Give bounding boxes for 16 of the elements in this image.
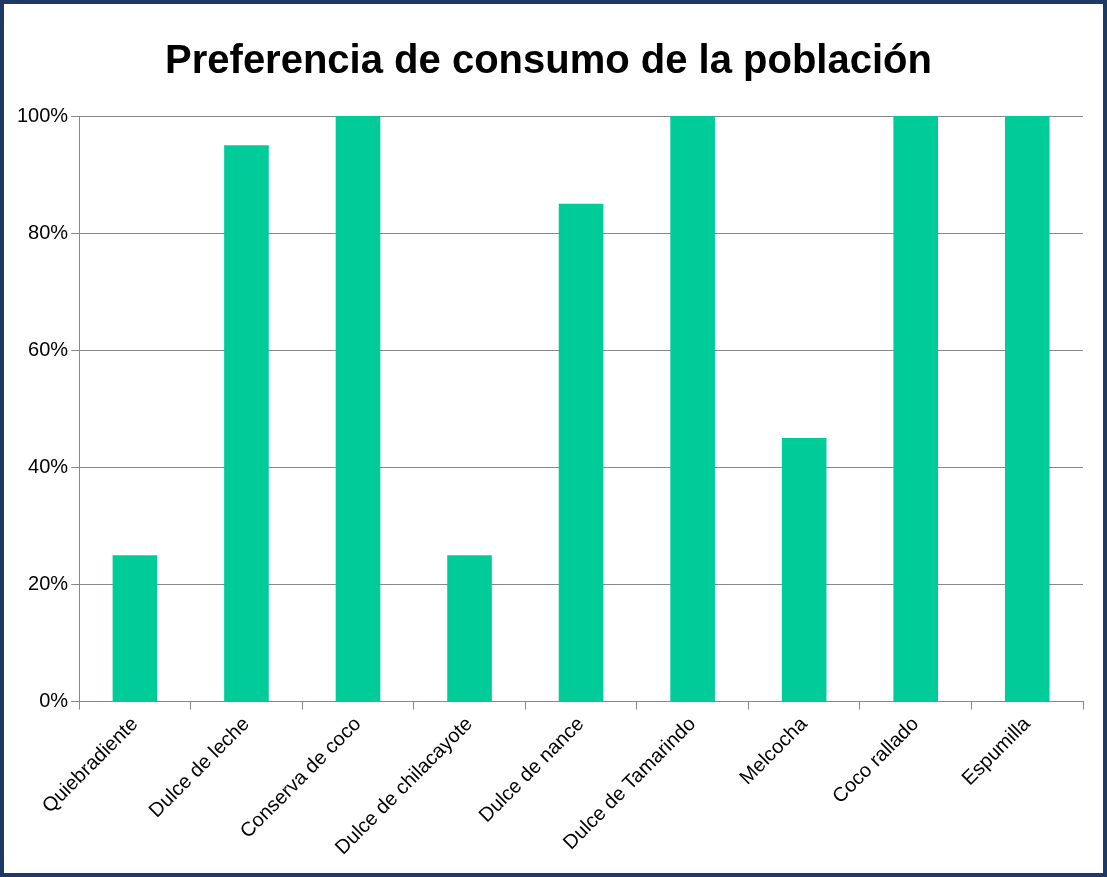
y-tick-label: 0% [39,689,69,712]
bar [112,555,158,702]
y-tick-label: 80% [28,220,69,243]
bar [558,203,604,702]
y-tick-label: 100% [17,103,69,126]
y-tick-label: 40% [28,454,69,477]
chart-title: Preferencia de consumo de la población [165,37,932,82]
bar [447,555,492,702]
y-tick-label: 60% [28,337,69,360]
bar [224,145,269,702]
bar [1004,116,1050,702]
y-tick-label: 20% [28,571,69,594]
bar [670,116,715,702]
bar [781,438,827,702]
bar [893,116,938,702]
bar [335,116,381,702]
